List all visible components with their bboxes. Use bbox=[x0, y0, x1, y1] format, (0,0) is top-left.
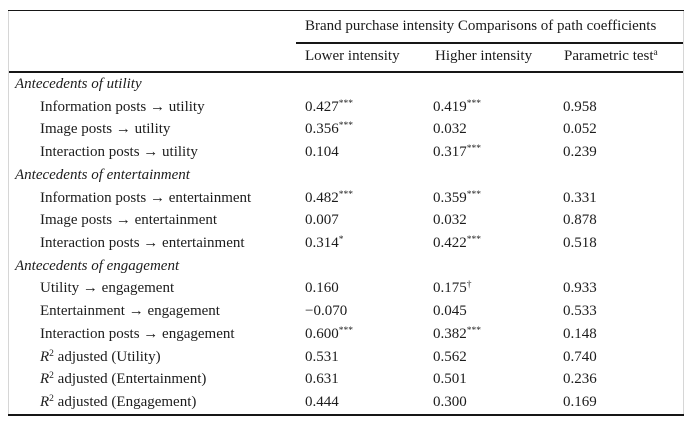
table-row: Interaction posts → utility 0.104 0.317***… bbox=[8, 141, 684, 164]
row-label: R2 adjusted (Engagement) bbox=[40, 394, 197, 411]
section-label: Antecedents of utility bbox=[15, 75, 142, 92]
coefficient-cell: 0.382*** bbox=[433, 325, 481, 342]
significance-marker: *** bbox=[338, 121, 353, 132]
coefficient-cell: 0.104 bbox=[305, 144, 339, 161]
table-right-border bbox=[683, 11, 684, 414]
table-row: Utility → engagement 0.160 0.175† 0.933 bbox=[8, 278, 684, 301]
table-row: R2 adjusted (Utility) 0.531 0.562 0.740 bbox=[8, 346, 684, 369]
row-label: Interaction posts → engagement bbox=[40, 325, 235, 342]
significance-marker: *** bbox=[466, 144, 481, 155]
coefficient-cell: 0.501 bbox=[433, 371, 467, 388]
column-header-label: Lower intensity bbox=[305, 48, 400, 64]
table-row: Information posts → entertainment 0.482**… bbox=[8, 187, 684, 210]
footnote-marker-a: a bbox=[653, 48, 658, 58]
coefficient-cell: 0.007 bbox=[305, 212, 339, 229]
coefficient-cell: 0.600*** bbox=[305, 325, 353, 342]
section-label: Antecedents of entertainment bbox=[15, 166, 190, 183]
r-squared-symbol: R bbox=[40, 348, 50, 365]
row-label: Interaction posts → entertainment bbox=[40, 235, 245, 251]
table-left-border bbox=[8, 11, 9, 414]
table-row: Interaction posts → engagement 0.600*** 0.… bbox=[8, 323, 684, 346]
column-header-higher-intensity: Higher intensity bbox=[435, 48, 532, 65]
coefficient-cell: 0.175† bbox=[433, 280, 472, 297]
coefficient-cell: 0.300 bbox=[433, 394, 467, 411]
coefficient-cell: 0.427*** bbox=[305, 98, 353, 115]
section-row: Antecedents of entertainment bbox=[8, 164, 684, 187]
coefficient-cell: 0.148 bbox=[563, 325, 597, 342]
table-row: R2 adjusted (Engagement) 0.444 0.300 0.169 bbox=[8, 391, 684, 414]
column-header-lower-intensity: Lower intensity bbox=[305, 48, 400, 65]
row-label: Information posts → utility bbox=[40, 98, 205, 115]
table-body: Antecedents of utility Information posts … bbox=[8, 73, 684, 414]
coefficient-cell: 0.160 bbox=[305, 280, 339, 297]
table-row: Image posts → utility 0.356*** 0.032 0.052 bbox=[8, 118, 684, 141]
coefficient-cell: −0.070 bbox=[305, 303, 348, 320]
table-row: Image posts → entertainment 0.007 0.032 0.8… bbox=[8, 209, 684, 232]
coefficient-cell: 0.933 bbox=[563, 280, 597, 297]
row-label: Image posts → utility bbox=[40, 121, 171, 138]
r-squared-symbol: R bbox=[40, 371, 50, 388]
coefficient-cell: 0.052 bbox=[563, 121, 597, 138]
coefficient-cell: 0.482*** bbox=[305, 189, 353, 206]
table-bottom-rule bbox=[8, 414, 684, 416]
significance-marker: *** bbox=[466, 235, 481, 245]
row-label: R2 adjusted (Utility) bbox=[40, 348, 161, 365]
coefficient-cell: 0.562 bbox=[433, 348, 467, 365]
spanning-column-header: Brand purchase intensity Comparisons of … bbox=[305, 18, 657, 34]
coefficient-cell: 0.045 bbox=[433, 303, 467, 320]
table-row: Information posts → utility 0.427*** 0.419… bbox=[8, 96, 684, 119]
coefficient-cell: 0.032 bbox=[433, 212, 467, 229]
coefficient-cell: 0.958 bbox=[563, 98, 597, 115]
r-squared-exponent: 2 bbox=[49, 394, 54, 405]
coefficient-cell: 0.531 bbox=[305, 348, 339, 365]
coefficient-cell: 0.032 bbox=[433, 121, 467, 138]
column-header-label: Higher intensity bbox=[435, 48, 533, 64]
significance-marker: *** bbox=[466, 325, 481, 336]
r-squared-exponent: 2 bbox=[49, 371, 54, 382]
row-label: Image posts → entertainment bbox=[40, 212, 218, 229]
table-top-rule bbox=[8, 10, 684, 11]
coefficient-cell: 0.444 bbox=[305, 394, 339, 411]
r-squared-symbol: R bbox=[40, 394, 50, 411]
significance-marker: *** bbox=[338, 189, 353, 200]
significance-marker: * bbox=[338, 235, 344, 245]
header-body-rule bbox=[8, 71, 684, 73]
significance-marker: *** bbox=[338, 325, 353, 336]
row-label: R2 adjusted (Entertainment) bbox=[40, 371, 207, 388]
coefficient-cell: 0.236 bbox=[563, 371, 597, 388]
coefficient-cell: 0.169 bbox=[563, 394, 597, 411]
row-label: Utility → engagement bbox=[40, 280, 175, 297]
coefficient-cell: 0.533 bbox=[563, 303, 597, 320]
row-label: Interaction posts → utility bbox=[40, 144, 198, 161]
coefficient-cell: 0.356*** bbox=[305, 121, 353, 138]
coefficient-cell: 0.422*** bbox=[433, 235, 481, 251]
header-divider-rule bbox=[296, 42, 684, 44]
section-row: Antecedents of utility bbox=[8, 73, 684, 96]
section-row: Antecedents of engagement bbox=[8, 255, 684, 278]
significance-marker: *** bbox=[338, 98, 353, 109]
coefficient-cell: 0.239 bbox=[563, 144, 597, 161]
coefficient-cell: 0.359*** bbox=[433, 189, 481, 206]
coefficient-cell: 0.317*** bbox=[433, 144, 481, 161]
significance-marker: † bbox=[466, 280, 472, 291]
column-header-label: Parametric test bbox=[564, 48, 654, 64]
column-header-parametric-test: Parametric testa bbox=[564, 48, 658, 65]
significance-marker: *** bbox=[466, 189, 481, 200]
table-row: Entertainment → engagement −0.070 0.045 0.5… bbox=[8, 300, 684, 323]
significance-marker: *** bbox=[466, 98, 481, 109]
table-row: R2 adjusted (Entertainment) 0.631 0.501 0.2… bbox=[8, 369, 684, 392]
coefficient-cell: 0.314* bbox=[305, 235, 344, 251]
row-label: Information posts → entertainment bbox=[40, 189, 252, 206]
coefficient-cell: 0.740 bbox=[563, 348, 597, 365]
row-label: Entertainment → engagement bbox=[40, 303, 220, 320]
coefficient-cell: 0.631 bbox=[305, 371, 339, 388]
coefficient-cell: 0.518 bbox=[563, 235, 597, 251]
section-label: Antecedents of engagement bbox=[15, 257, 180, 274]
coefficient-cell: 0.419*** bbox=[433, 98, 481, 115]
coefficient-cell: 0.878 bbox=[563, 212, 597, 229]
r-squared-exponent: 2 bbox=[49, 348, 54, 359]
coefficient-cell: 0.331 bbox=[563, 189, 597, 206]
table-row: Interaction posts → entertainment 0.314* 0… bbox=[8, 232, 684, 255]
